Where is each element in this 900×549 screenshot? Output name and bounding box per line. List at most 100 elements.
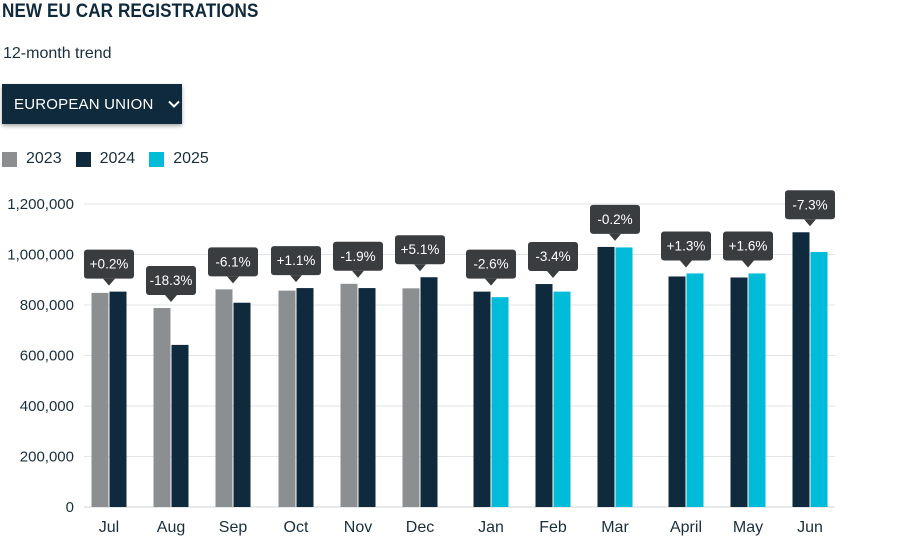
bar-nov-2024[interactable] bbox=[358, 288, 376, 507]
callout-pointer bbox=[290, 275, 302, 283]
bar-april-2024[interactable] bbox=[668, 276, 686, 507]
bar-feb-2024[interactable] bbox=[535, 284, 553, 507]
callout-box bbox=[271, 246, 321, 276]
bar-feb-2025[interactable] bbox=[553, 291, 571, 507]
x-tick-label-jul: Jul bbox=[99, 519, 119, 536]
bar-oct-2024[interactable] bbox=[296, 288, 314, 507]
callout-box bbox=[723, 231, 773, 261]
bar-jan-2025[interactable] bbox=[491, 297, 509, 507]
change-callout-oct: +1.1% bbox=[271, 246, 321, 283]
change-callout-dec: +5.1% bbox=[395, 235, 445, 272]
legend-item-2025[interactable]: 2025 bbox=[149, 150, 209, 168]
callout-label-nov: -1.9% bbox=[340, 249, 375, 264]
x-tick-label-oct: Oct bbox=[284, 519, 309, 536]
callout-label-may: +1.6% bbox=[729, 238, 768, 253]
change-callout-jul: +0.2% bbox=[84, 249, 134, 286]
chevron-down-icon bbox=[166, 96, 182, 112]
y-tick-label: 200,000 bbox=[20, 449, 74, 466]
bar-april-2025[interactable] bbox=[686, 273, 704, 507]
legend-label-2024: 2024 bbox=[99, 150, 136, 167]
callout-label-jun: -7.3% bbox=[792, 197, 827, 212]
bar-mar-2025[interactable] bbox=[615, 247, 633, 507]
callout-box bbox=[466, 249, 516, 279]
callout-pointer bbox=[352, 270, 364, 278]
change-callout-may: +1.6% bbox=[723, 231, 773, 268]
change-callout-april: +1.3% bbox=[661, 231, 711, 268]
callout-pointer bbox=[103, 278, 115, 286]
legend-swatch-2025 bbox=[149, 151, 165, 167]
bar-aug-2024[interactable] bbox=[171, 344, 189, 507]
bar-mar-2024[interactable] bbox=[597, 246, 615, 508]
chart-subtitle: 12-month trend bbox=[3, 45, 112, 62]
callout-label-jan: -2.6% bbox=[473, 257, 508, 272]
legend-swatch-2024 bbox=[75, 151, 91, 167]
change-callout-aug: -18.3% bbox=[146, 266, 196, 303]
callout-box bbox=[395, 235, 445, 265]
legend-swatch-2023 bbox=[2, 151, 17, 167]
legend-label-2025: 2025 bbox=[173, 150, 209, 167]
bar-dec-2024[interactable] bbox=[420, 277, 438, 507]
callout-label-april: +1.3% bbox=[667, 238, 706, 253]
x-tick-label-mar: Mar bbox=[601, 519, 629, 536]
x-tick-label-sep: Sep bbox=[219, 519, 248, 536]
callout-box bbox=[785, 190, 835, 220]
x-tick-label-jun: Jun bbox=[797, 519, 823, 536]
legend-item-2024[interactable]: 2024 bbox=[75, 150, 136, 168]
bar-jul-2024[interactable] bbox=[109, 291, 127, 507]
y-tick-label: 1,000,000 bbox=[7, 247, 74, 264]
bar-dec-2023[interactable] bbox=[402, 288, 420, 507]
callout-box bbox=[333, 241, 383, 271]
y-tick-label: 0 bbox=[66, 499, 74, 516]
callout-box bbox=[146, 266, 196, 296]
bar-oct-2023[interactable] bbox=[278, 290, 296, 507]
callout-label-mar: -0.2% bbox=[597, 212, 632, 227]
callout-pointer bbox=[804, 219, 816, 227]
legend-item-2023[interactable]: 2023 bbox=[2, 150, 62, 168]
callout-pointer bbox=[680, 260, 692, 268]
legend-label-2023: 2023 bbox=[26, 150, 62, 167]
callout-label-jul: +0.2% bbox=[90, 257, 129, 272]
callout-label-aug: -18.3% bbox=[150, 273, 193, 288]
callout-pointer bbox=[609, 233, 621, 241]
callout-box bbox=[84, 249, 134, 279]
x-tick-label-april: April bbox=[670, 519, 702, 536]
chart-title: NEW EU CAR REGISTRATIONS bbox=[2, 1, 259, 22]
region-dropdown-label: EUROPEAN UNION bbox=[14, 95, 154, 113]
callout-box bbox=[661, 231, 711, 261]
y-tick-label: 400,000 bbox=[20, 398, 74, 415]
bar-nov-2023[interactable] bbox=[340, 283, 358, 507]
bar-jul-2023[interactable] bbox=[91, 292, 109, 507]
change-callout-sep: -6.1% bbox=[208, 247, 258, 284]
callout-box bbox=[528, 242, 578, 272]
bar-may-2024[interactable] bbox=[730, 277, 748, 507]
change-callout-nov: -1.9% bbox=[333, 241, 383, 278]
bar-jun-2025[interactable] bbox=[810, 251, 828, 507]
callout-pointer bbox=[227, 276, 239, 284]
bar-jan-2024[interactable] bbox=[473, 291, 491, 507]
change-callout-jun: -7.3% bbox=[785, 190, 835, 227]
change-callout-jan: -2.6% bbox=[466, 249, 516, 286]
bar-sep-2023[interactable] bbox=[215, 289, 233, 507]
callout-pointer bbox=[165, 295, 177, 303]
bar-may-2025[interactable] bbox=[748, 273, 766, 507]
x-tick-label-may: May bbox=[733, 519, 763, 536]
callout-label-sep: -6.1% bbox=[215, 254, 250, 269]
chart-legend: 2023 2024 2025 bbox=[2, 150, 223, 168]
change-callout-feb: -3.4% bbox=[528, 242, 578, 279]
callout-box bbox=[208, 247, 258, 277]
callout-label-feb: -3.4% bbox=[535, 249, 570, 264]
callout-pointer bbox=[547, 271, 559, 279]
bar-aug-2023[interactable] bbox=[153, 308, 171, 507]
x-tick-label-aug: Aug bbox=[157, 519, 185, 536]
bar-jun-2024[interactable] bbox=[792, 232, 810, 507]
x-tick-label-jan: Jan bbox=[478, 519, 504, 536]
callout-pointer bbox=[414, 264, 426, 272]
callout-label-dec: +5.1% bbox=[401, 242, 440, 257]
y-tick-label: 600,000 bbox=[20, 348, 74, 365]
bar-sep-2024[interactable] bbox=[233, 302, 251, 507]
x-tick-label-dec: Dec bbox=[406, 519, 434, 536]
region-dropdown[interactable]: EUROPEAN UNION bbox=[2, 84, 182, 124]
x-tick-label-nov: Nov bbox=[344, 519, 372, 536]
x-tick-label-feb: Feb bbox=[539, 519, 567, 536]
